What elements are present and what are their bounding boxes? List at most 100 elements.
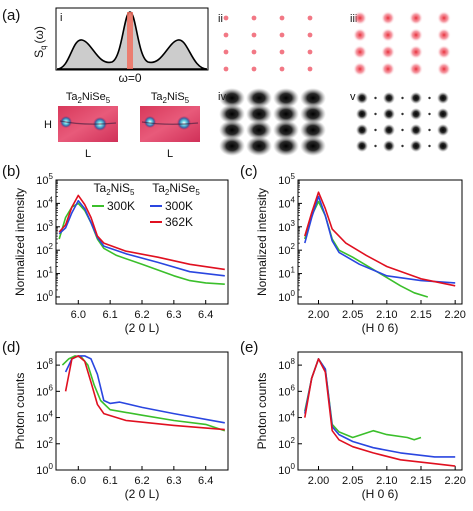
plot-frame [297,351,463,471]
panel-label-d: (d) [2,339,20,356]
lattice-ii-dot [251,49,257,55]
lattice-v: v [350,91,449,152]
y-axis-label: Photon counts [13,373,27,450]
legend: Ta2NiS5 Ta2NiSe5 300K 300K 362K [92,181,200,229]
x-tick-label: 2.05 [342,309,363,321]
y-tick-label: 100 [278,289,295,304]
x-tick-label: 6.0 [71,475,86,487]
schematic-ylabel: Sq(ω) [32,26,48,58]
lattice-v-blob [410,92,422,104]
series-line-red [304,191,456,287]
lattice-ii-dot [251,15,257,21]
lattice-ii-dot [279,32,285,38]
lattice-iv-blob [246,88,272,108]
y-tick-label: 102 [278,242,295,257]
lattice-ii-dot [223,15,229,21]
image-1-axis-h: H [44,119,52,131]
y-axis-label: Normalized intensity [255,188,269,296]
lattice-iii-dot [353,62,367,76]
lattice-ii-dot [251,32,257,38]
lattice-iii-dot [437,11,451,25]
lattice-iv-blob [300,88,326,108]
y-tick-label: 101 [36,266,53,281]
schematic-structure-factor: i ω=0 Sq(ω) [32,7,209,85]
series-line-blue [304,358,456,458]
x-tick-label: 6.1 [102,475,117,487]
x-tick-label: 6.1 [102,309,117,321]
lattice-iii-dot [381,62,395,76]
lattice-iv-blob [219,104,245,124]
lattice-ii-dot [279,15,285,21]
lattice-ii-dot [223,49,229,55]
lattice-iv-blob [273,120,299,140]
lattice-iii-dot [353,45,367,59]
subpanel-label-ii: ii [218,13,223,25]
legend-group-2: Ta2NiSe5 [152,181,200,197]
lattice-v-small-dot [401,96,404,100]
subpanel-label-v: v [350,91,356,103]
y-tick-label: 102 [36,242,53,257]
series-line-green [61,355,226,432]
lattice-ii-dot [307,15,313,21]
x-tick-label: 2.20 [444,309,465,321]
x-tick-label: 2.10 [376,475,397,487]
y-tick-label: 104 [36,195,53,210]
lattice-iv-blob [300,136,326,156]
x-tick-label: 2.00 [308,309,329,321]
panel-label-b: (b) [2,163,20,180]
lattice-v-blob [410,124,422,136]
image-1-axis-l: L [85,148,91,160]
lattice-ii-dot [251,66,257,72]
x-tick-label: 6.3 [166,475,181,487]
lattice-v-blob [356,124,368,136]
lattice-ii-dot [307,32,313,38]
lattice-v-blob [437,124,449,136]
lattice-iii-dot [437,62,451,76]
lattice-iii-dot [437,28,451,42]
y-tick-label: 104 [36,410,53,425]
image-1-title: Ta2NiSe5 [66,91,111,105]
y-tick-label: 105 [278,172,295,187]
series-line-red [304,358,456,467]
image-2-axis-l: L [167,148,173,160]
lattice-iv-blob [300,104,326,124]
lattice-v-small-dot [374,112,377,116]
lattice-v-small-dot [428,96,431,100]
panel-label-c: (c) [240,163,258,180]
series-line-red [64,355,225,431]
lattice-v-blob [437,92,449,104]
lattice-iii-dot [353,11,367,25]
x-axis-label: (2 0 L) [125,321,160,335]
lattice-v-small-dot [374,128,377,132]
x-tick-label: 2.15 [410,309,431,321]
image-2-title: Ta2NiS5 [151,91,190,105]
lattice-iv-blob [219,120,245,140]
y-tick-label: 105 [36,172,53,187]
lattice-iii-dot [409,28,423,42]
lattice-v-small-dot [374,96,377,100]
lattice-iii-dot [353,28,367,42]
y-tick-label: 104 [278,410,295,425]
chart-b: 100 101 102 103 104 105 6.0 6.1 6.2 6.3 6.4 (2 0 L)… [13,172,229,335]
lattice-iv-blob [273,104,299,124]
omega-zero-bar [127,12,133,69]
x-tick-label: 6.4 [198,309,213,321]
lattice-v-blob [356,108,368,120]
y-tick-label: 103 [36,219,53,234]
y-tick-label: 100 [278,462,295,477]
x-tick-label: 6.0 [71,309,86,321]
x-axis-label: (2 0 L) [125,487,160,501]
y-tick-label: 108 [278,357,295,372]
lattice-v-small-dot [428,144,431,148]
y-tick-label: 100 [36,462,53,477]
x-tick-label: 2.20 [444,475,465,487]
panel-label-a: (a) [2,7,20,24]
x-tick-label: 2.15 [410,475,431,487]
y-tick-label: 108 [36,357,53,372]
lattice-iii: iii [350,11,451,76]
panel-label-e: (e) [240,339,258,356]
lattice-v-blob [410,108,422,120]
lattice-ii-dot [307,66,313,72]
lattice-iv-blob [219,136,245,156]
x-axis-label: (H 0 6) [362,487,399,501]
